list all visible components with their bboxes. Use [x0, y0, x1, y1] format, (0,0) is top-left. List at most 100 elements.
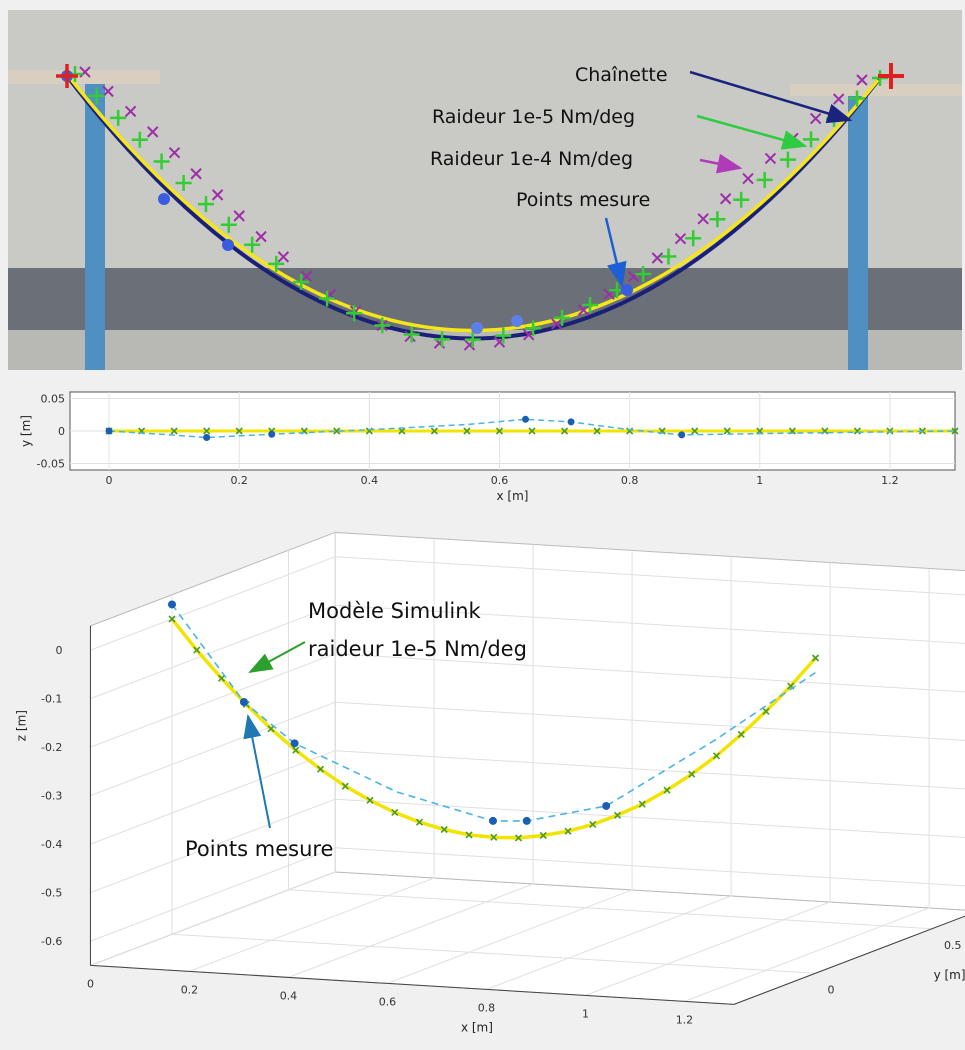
anchor-cross [878, 63, 904, 89]
marker [105, 427, 113, 435]
marker [292, 746, 300, 754]
table-leg [848, 96, 868, 370]
marker [488, 816, 497, 825]
axis-line [733, 915, 965, 1005]
grid-line [486, 895, 732, 990]
measure-point [621, 284, 633, 296]
grid-line [335, 653, 965, 693]
marker [560, 427, 569, 435]
floor [8, 330, 962, 370]
marker [404, 330, 416, 343]
marker [688, 770, 696, 778]
plus-marker [582, 297, 599, 314]
marker [567, 418, 575, 426]
y-axis-label: y [m] [934, 968, 965, 982]
marker [712, 752, 721, 760]
marker [168, 615, 176, 623]
marker [564, 827, 572, 835]
grid-line [335, 798, 965, 838]
marker [398, 427, 406, 435]
table-top [790, 84, 962, 96]
plus-marker [110, 109, 127, 126]
arrow [248, 641, 306, 673]
marker [168, 147, 181, 159]
marker [217, 674, 226, 682]
plus-marker [346, 305, 363, 322]
plus-marker [319, 290, 336, 307]
y-tick-label: 0.05 [41, 393, 66, 406]
marker [737, 730, 745, 739]
plus-marker [374, 317, 391, 334]
x-tick-label: 1.2 [881, 474, 899, 487]
plus-marker [525, 320, 542, 337]
z-tick-label: -0.3 [41, 790, 62, 803]
grid-line [90, 604, 336, 700]
grid-line [684, 907, 930, 1002]
x-axis-label: x [m] [497, 489, 529, 503]
x-tick-label: 1.2 [676, 1013, 694, 1026]
marker [764, 152, 777, 165]
marker [415, 818, 424, 826]
marker [495, 427, 504, 435]
marker [170, 427, 178, 435]
plus-marker [434, 331, 451, 348]
measure-point [511, 315, 523, 327]
annotation: Raideur 1e-5 Nm/deg [432, 106, 635, 128]
plus-marker [197, 196, 214, 213]
grid-line [90, 871, 336, 966]
plot-2d: 0 0.2 0.4 0.6 0.8 1 1.2 -0.05 0 0.05 x [m] y [m] [19, 391, 959, 503]
grid-line [90, 556, 336, 651]
arrow [696, 114, 808, 150]
marker [268, 430, 276, 438]
plus-marker [709, 211, 726, 228]
marker [300, 270, 313, 283]
plus-marker [756, 171, 773, 188]
grid-line [585, 901, 831, 996]
marker [602, 801, 611, 810]
y-tick-label: 0 [828, 983, 835, 996]
marker [211, 189, 224, 201]
marker [762, 707, 770, 715]
y-tick-label: -0.05 [37, 458, 65, 471]
arrow [699, 153, 743, 174]
marker [490, 833, 498, 841]
marker [316, 765, 325, 773]
marker [440, 825, 448, 834]
marker [193, 646, 201, 654]
y-axis-label: y [m] [19, 415, 33, 447]
marker [239, 697, 248, 706]
x-tick-label: 0.4 [280, 989, 298, 1002]
marker [341, 782, 349, 790]
marker [886, 427, 894, 435]
grid-line [90, 798, 336, 894]
grid-line [335, 750, 965, 790]
x-tick-label: 0.6 [491, 474, 509, 487]
plus-marker [131, 131, 148, 148]
grid-line [335, 604, 965, 644]
grid-line [171, 933, 816, 974]
marker [691, 427, 699, 435]
x-tick-label: 0.6 [379, 995, 397, 1008]
annotation: Modèle Simulink [308, 599, 482, 623]
x-tick-label: 0.2 [230, 474, 248, 487]
marker [697, 213, 709, 225]
measure-point [158, 193, 170, 205]
z-tick-label: -0.1 [41, 693, 62, 706]
marker [349, 305, 362, 317]
plus-marker [635, 265, 652, 282]
marker [203, 427, 211, 435]
arrow [243, 714, 271, 829]
marker [290, 739, 299, 748]
annotation: Raideur 1e-4 Nm/deg [430, 148, 633, 170]
x-tick-label: 0 [87, 977, 94, 990]
grid-line [335, 847, 965, 887]
marker [463, 427, 471, 435]
marker [674, 232, 687, 245]
y-tick-label: 0.5 [944, 939, 962, 952]
marker [233, 210, 245, 222]
y-tick-label: 0 [58, 425, 65, 438]
measure-point [222, 239, 234, 251]
plus-marker [495, 327, 512, 344]
marker [79, 66, 91, 78]
